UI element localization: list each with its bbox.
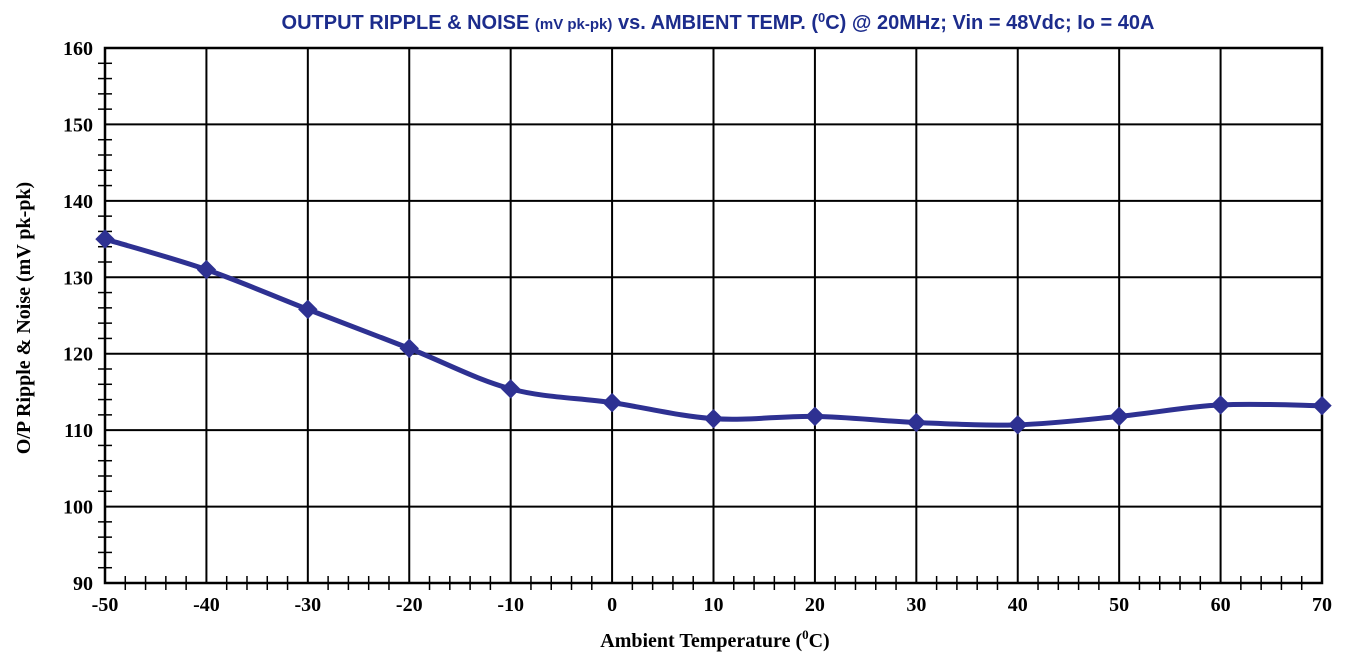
x-tick-label: 50 (1109, 594, 1129, 616)
data-point-marker (1109, 406, 1129, 427)
x-tick-label: 70 (1312, 594, 1332, 616)
data-point-marker (906, 412, 927, 433)
x-label-end: C) (809, 630, 830, 652)
data-point-marker (703, 408, 724, 429)
title-part4: C) @ 20MHz; Vin = 48Vdc; Io = 40A (825, 12, 1154, 34)
title-part3: vs. AMBIENT TEMP. ( (612, 12, 818, 34)
title-part1: OUTPUT RIPPLE & NOISE (282, 12, 535, 34)
plot-border (103, 46, 1324, 585)
data-point-marker (196, 259, 217, 280)
data-point-marker (1312, 395, 1332, 416)
title-part2: (mV pk-pk) (535, 16, 613, 33)
x-tick-label: 30 (906, 594, 926, 616)
y-tick-label: 140 (63, 191, 93, 213)
x-tick-label: 60 (1211, 594, 1231, 616)
data-point-marker (500, 379, 521, 399)
data-point-marker (399, 338, 419, 359)
data-point-marker (95, 229, 115, 249)
x-tick-label: 0 (607, 594, 617, 616)
y-tick-label: 130 (63, 267, 93, 289)
y-tick-label: 110 (64, 420, 93, 442)
y-axis-label: O/P Ripple & Noise (mV pk-pk) (13, 182, 35, 454)
data-point-marker (1210, 395, 1231, 415)
y-tick-label: 90 (73, 573, 93, 595)
x-axis-label: Ambient Temperature (0C) (600, 627, 829, 652)
series-group (95, 229, 1332, 435)
title-sup: 0 (818, 10, 825, 25)
chart-title: OUTPUT RIPPLE & NOISE (mV pk-pk) vs. AMB… (282, 10, 1155, 34)
x-tick-labels: -50 -40 -30 -20 -10 0 10 20 30 40 50 60 70 (92, 594, 1332, 616)
grid (104, 47, 1323, 584)
data-point-marker (602, 392, 622, 413)
plot-frame (103, 46, 1324, 585)
x-tick-label: -10 (497, 594, 524, 616)
x-tick-label: -50 (92, 594, 119, 616)
y-tick-labels: 90 100 110 120 130 140 150 160 (63, 38, 93, 595)
x-tick-label: 20 (805, 594, 825, 616)
data-point-marker (805, 406, 825, 427)
data-point-marker (1008, 415, 1028, 435)
x-label-sup: 0 (802, 627, 809, 642)
x-tick-label: -30 (294, 594, 321, 616)
y-tick-label: 120 (63, 344, 93, 366)
y-tick-label: 100 (63, 497, 93, 519)
minor-ticks (98, 62, 1303, 590)
y-tick-label: 160 (63, 38, 93, 60)
x-label-main: Ambient Temperature ( (600, 630, 802, 652)
data-point-marker (298, 299, 318, 320)
x-tick-label: 10 (704, 594, 724, 616)
x-tick-label: -20 (396, 594, 423, 616)
y-tick-label: 150 (63, 114, 93, 136)
x-tick-label: -40 (193, 594, 220, 616)
x-tick-label: 40 (1008, 594, 1028, 616)
